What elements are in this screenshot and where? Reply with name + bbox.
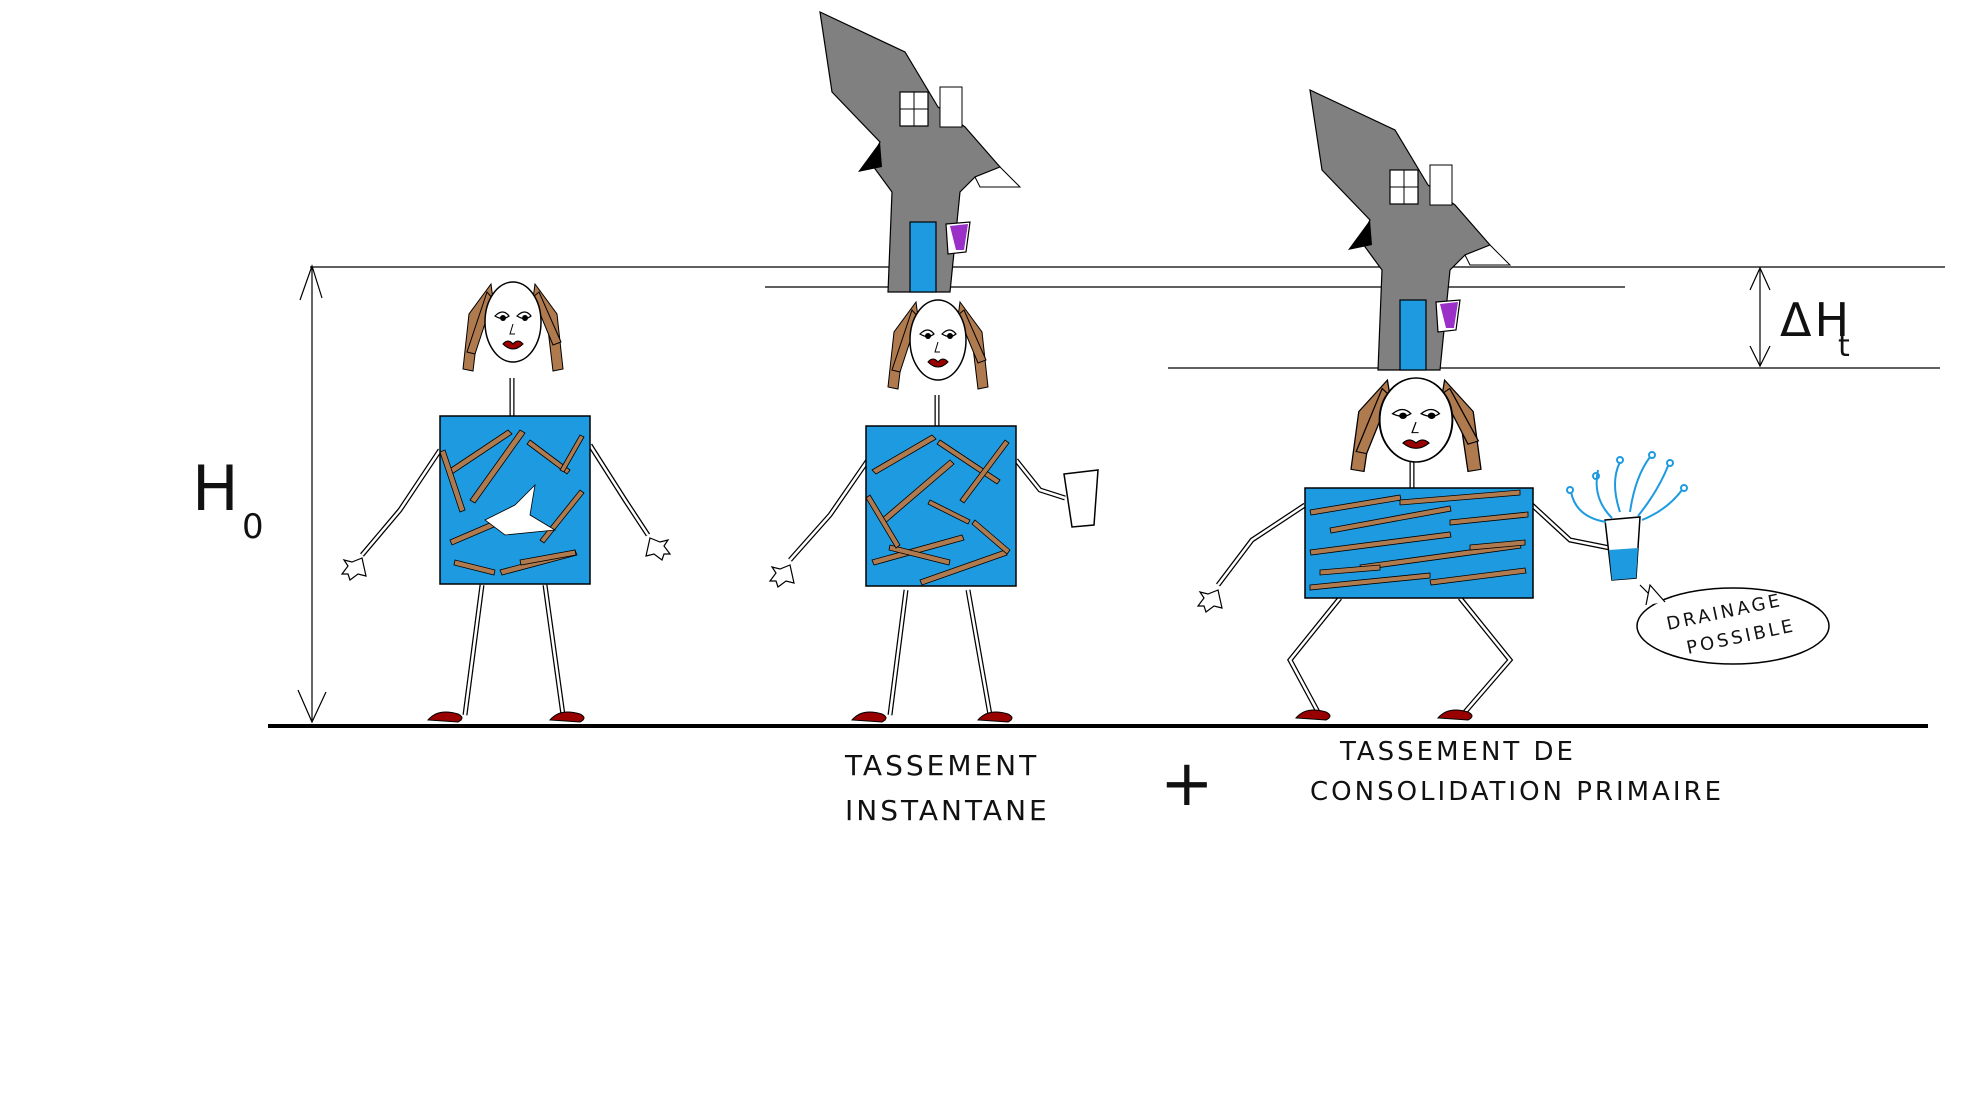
shoe (549, 711, 585, 723)
shoe (1437, 709, 1473, 721)
shoe (1295, 709, 1331, 721)
house (1309, 89, 1511, 371)
delta-h-dimension-arrow (1749, 266, 1771, 368)
head (1378, 377, 1454, 463)
consol-caption-line2: CONSOLIDATION PRIMAIRE (1310, 777, 1724, 807)
soil-fibers (439, 429, 585, 576)
plus-sign: + (1160, 747, 1217, 821)
instant-caption-line1: TASSEMENT (844, 749, 1039, 782)
delta-h-label: ΔH t (1780, 293, 1853, 364)
head (909, 299, 967, 381)
consolidation-caption: TASSEMENT DE CONSOLIDATION PRIMAIRE (1310, 737, 1724, 807)
draining-glass (1604, 516, 1641, 581)
soil-fibers (865, 434, 1011, 586)
soil-fibers (1309, 489, 1529, 591)
empty-glass (1063, 469, 1099, 528)
hand (341, 557, 367, 581)
head (484, 281, 542, 363)
hand (1197, 589, 1223, 613)
delta-h-subscript: t (1838, 329, 1853, 364)
h0-label: H 0 (192, 452, 267, 547)
instant-caption-line2: INSTANTANE (845, 794, 1050, 827)
shoe (977, 711, 1013, 723)
drainage-speech-bubble: DRAINAGE POSSIBLE (1636, 583, 1830, 665)
figure-primary-consolidation (1197, 89, 1688, 721)
h0-dimension-arrow (297, 264, 327, 724)
figure-instant-settlement (769, 11, 1099, 723)
consol-caption-line1: TASSEMENT DE (1339, 737, 1576, 767)
h0-text: H (192, 452, 242, 525)
shoe (427, 711, 463, 723)
figure-initial-state (341, 281, 671, 723)
delta-h-text: ΔH (1780, 293, 1852, 347)
shoe (851, 711, 887, 723)
water-splash (1566, 451, 1688, 523)
hand (769, 564, 795, 588)
instant-settlement-caption: TASSEMENT INSTANTANE (844, 749, 1050, 827)
h0-subscript: 0 (242, 507, 267, 547)
house (819, 11, 1021, 293)
